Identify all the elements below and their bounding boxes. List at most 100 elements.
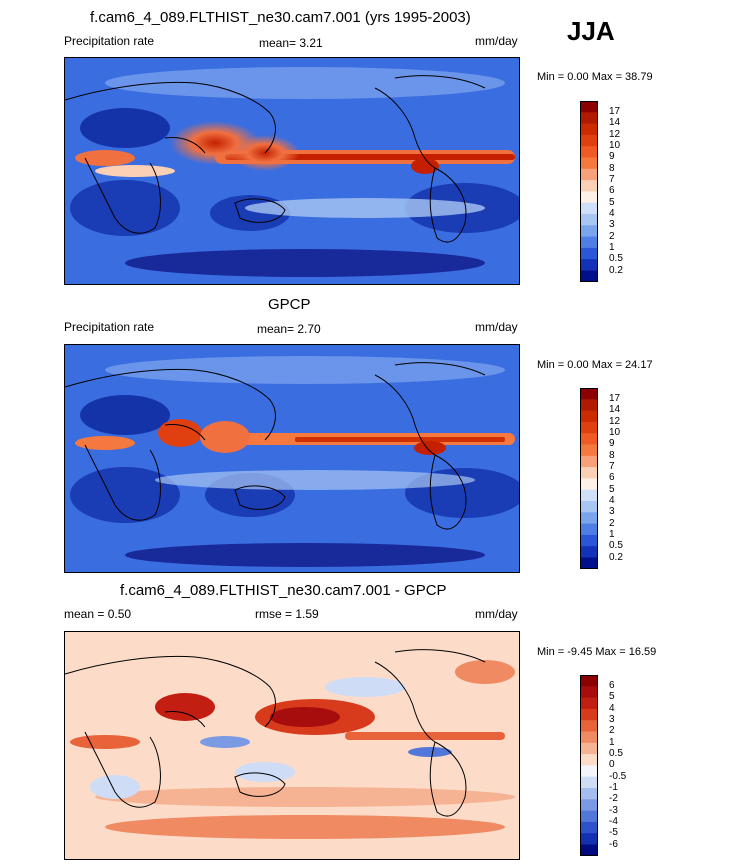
panel1-maximum [411, 158, 439, 174]
panel3-positive-band [345, 732, 505, 740]
panel3-minmax: Min = -9.45 Max = 16.59 [537, 646, 657, 658]
cb3-tick: 4 [609, 703, 615, 714]
panel3-negative-band [90, 775, 140, 799]
cb3-swatch [580, 776, 598, 789]
panel3-colorbar-svg [580, 675, 598, 856]
panel1-moist-band [245, 198, 485, 218]
cb2-swatch [580, 523, 598, 536]
panel1-minmax: Min = 0.00 Max = 38.79 [537, 71, 653, 83]
cb3-tick: 0 [609, 759, 615, 770]
cb3-tick: 3 [609, 714, 615, 725]
cb3-frame [580, 675, 598, 856]
panel1-map-svg [65, 58, 519, 284]
cb2-tick: 5 [609, 484, 615, 495]
cb1-swatch [580, 202, 598, 215]
cb3-swatch [580, 810, 598, 823]
cb1-swatch [580, 157, 598, 170]
cb2-swatch [580, 546, 598, 559]
cb2-tick: 0.2 [609, 552, 623, 563]
cb1-tick: 10 [609, 140, 621, 151]
panel3-units: mm/day [475, 607, 518, 621]
panel2-maximum [414, 441, 446, 455]
panel2-colorbar-svg [580, 388, 598, 569]
cb3-swatch [580, 821, 598, 834]
panel3-map [64, 631, 520, 860]
cb1-tick: 17 [609, 106, 621, 117]
cb1-tick: 2 [609, 231, 615, 242]
cb1-swatch [580, 112, 598, 125]
cb3-swatch [580, 720, 598, 733]
cb1-tick: 7 [609, 174, 615, 185]
cb3-tick: -5 [609, 827, 618, 838]
cb3-swatch [580, 697, 598, 710]
panel3-negative-band [200, 736, 250, 748]
panel1-dry-zone [125, 249, 485, 277]
cb2-swatch [580, 534, 598, 547]
cb3-swatch [580, 742, 598, 755]
cb1-tick: 0.5 [609, 253, 623, 264]
panel3-positive-band [70, 735, 140, 749]
cb2-tick: 10 [609, 427, 621, 438]
panel3-negative-band [325, 677, 405, 697]
cb2-swatch [580, 467, 598, 480]
panel2-minmax: Min = 0.00 Max = 24.17 [537, 359, 653, 371]
panel1-midlat-band [105, 67, 505, 99]
cb3-swatch [580, 708, 598, 721]
panel3-negative-band [408, 747, 452, 757]
cb2-tick: 7 [609, 461, 615, 472]
cb2-swatch [580, 388, 598, 400]
panel1-mean: mean= 3.21 [259, 36, 323, 50]
panel2-units: mm/day [475, 320, 518, 334]
cb2-swatch [580, 433, 598, 446]
cb2-tick: 17 [609, 393, 621, 404]
panel3-positive-band [105, 815, 505, 839]
panel1-colorbar [580, 101, 598, 282]
cb2-swatch [580, 489, 598, 502]
cb1-tick: 3 [609, 219, 615, 230]
panel3-coastlines [65, 649, 486, 817]
panel3-colorbar [580, 675, 598, 856]
cb2-swatch [580, 478, 598, 491]
cb1-swatch [580, 101, 598, 113]
cb3-tick: -1 [609, 782, 618, 793]
panel2-mean: mean= 2.70 [257, 322, 321, 336]
cb1-tick: 14 [609, 117, 621, 128]
cb1-tick: 9 [609, 151, 615, 162]
cb3-swatch [580, 844, 598, 856]
cb2-tick: 1 [609, 529, 615, 540]
cb3-swatch [580, 675, 598, 687]
cb1-swatch [580, 168, 598, 181]
cb3-tick: 5 [609, 691, 615, 702]
cb3-swatch [580, 754, 598, 767]
cb3-tick: -6 [609, 839, 618, 850]
cb1-tick: 12 [609, 129, 621, 140]
panel1-africa-band [95, 165, 175, 177]
panel2-variable-label: Precipitation rate [64, 320, 155, 334]
panel2-coastlines [65, 362, 486, 530]
panel1-dry-zone [80, 108, 170, 148]
cb1-swatch [580, 236, 598, 249]
cb3-tick: -3 [609, 805, 618, 816]
cb3-swatch [580, 788, 598, 800]
cb3-swatch [580, 833, 598, 846]
panel1-dry-zone [70, 180, 180, 236]
panel2-dry-zone [125, 543, 485, 567]
cb2-tick: 14 [609, 404, 621, 415]
cb1-swatch [580, 259, 598, 272]
cb2-tick: 8 [609, 450, 615, 461]
cb1-swatch [580, 123, 598, 136]
panel2-dry-zone [70, 467, 180, 523]
panel1-variable-label: Precipitation rate [64, 34, 155, 48]
cb1-swatch [580, 146, 598, 159]
panel3-negative-band [235, 762, 295, 782]
panel3-positive-band [455, 660, 515, 684]
cb1-swatch [580, 191, 598, 204]
panel2-africa-band [75, 436, 135, 450]
cb1-swatch [580, 247, 598, 260]
cb1-tick: 6 [609, 185, 615, 196]
cb1-tick: 1 [609, 242, 615, 253]
cb2-tick: 4 [609, 495, 615, 506]
cb2-swatch [580, 512, 598, 525]
panel2-title: GPCP [268, 296, 311, 313]
panel1-coastlines [65, 75, 486, 243]
